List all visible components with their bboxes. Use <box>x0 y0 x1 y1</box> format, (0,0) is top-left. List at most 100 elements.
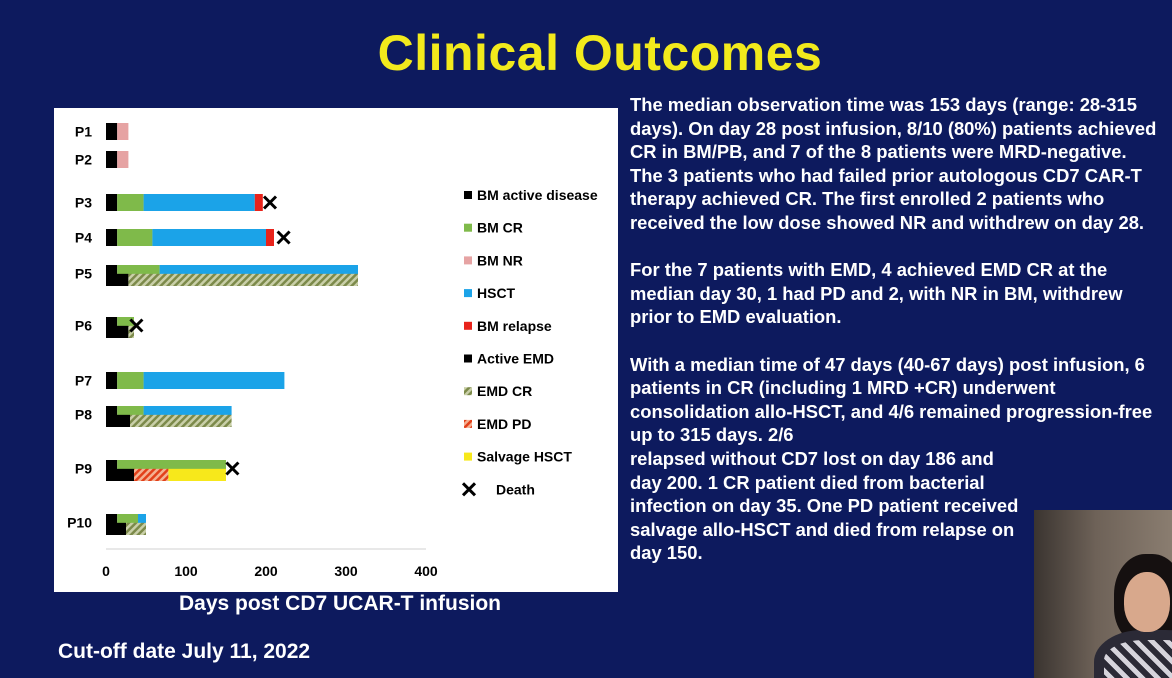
bar-p7-bm-active-disease <box>106 372 118 389</box>
bar-p5-bm-cr <box>117 265 160 275</box>
bar-p3-hsct <box>143 194 255 211</box>
bar-p10-emd-active-emd <box>106 522 126 535</box>
death-x-stroke <box>276 230 291 245</box>
bar-p6-emd-active-emd <box>106 325 129 338</box>
legend-swatch <box>464 387 472 396</box>
legend-label: BM relapse <box>477 318 552 334</box>
bar-p8-bm-active-disease <box>106 406 118 416</box>
legend-label: BM CR <box>477 220 523 236</box>
summary-paragraph-3-wide: With a median time of 47 days (40-67 day… <box>630 353 1153 446</box>
bar-p5-emd-emd-cr <box>128 273 358 286</box>
bar-p10-emd-emd-cr <box>126 522 146 535</box>
bar-p5-hsct <box>159 265 358 275</box>
legend-swatch <box>464 452 472 461</box>
bar-p9-emd-active-emd <box>106 468 134 481</box>
summary-paragraph-3: With a median time of 47 days (40-67 day… <box>630 353 1160 565</box>
bar-p1-bm-nr <box>117 123 129 140</box>
cutoff-date: Cut-off date July 11, 2022 <box>58 640 311 663</box>
bar-p9-bm-cr <box>117 460 226 470</box>
x-tick-400: 400 <box>414 563 438 579</box>
bar-p4-hsct <box>152 229 266 246</box>
legend-item-salvage-hsct: Salvage HSCT <box>464 449 572 465</box>
bar-p5-bm-active-disease <box>106 265 118 275</box>
legend-item-bm-active-disease: BM active disease <box>464 187 598 203</box>
legend-item-emd-pd: EMD PD <box>464 416 531 432</box>
bar-p8-emd-emd-cr <box>130 414 232 427</box>
patient-label-p8: P8 <box>75 407 92 423</box>
summary-text: The median observation time was 153 days… <box>630 93 1160 565</box>
presenter-webcam <box>1034 510 1172 678</box>
slide-title: Clinical Outcomes <box>377 25 823 81</box>
legend-label: Active EMD <box>477 351 554 367</box>
legend-item-emd-cr: EMD CR <box>464 383 532 399</box>
death-marker-p3 <box>262 195 278 210</box>
x-axis-label: Days post CD7 UCAR-T infusion <box>178 592 501 615</box>
legend-item-death: Death <box>461 481 535 497</box>
presenter-blouse <box>1104 640 1172 678</box>
chart-panel: P1 P2 P3 P4 P5 P6 P7 P8 P9 P10 0 100 200 300 400 BM ac… <box>54 108 618 592</box>
patient-label-p7: P7 <box>75 373 92 389</box>
patient-label-p9: P9 <box>75 461 92 477</box>
death-marker-p6 <box>129 318 144 333</box>
legend-item-bm-relapse: BM relapse <box>464 318 552 334</box>
patient-label-p4: P4 <box>75 230 92 246</box>
death-x-stroke <box>129 318 144 333</box>
legend-swatch <box>464 419 472 428</box>
bar-p8-emd-active-emd <box>106 414 130 427</box>
patient-label-p6: P6 <box>75 318 92 334</box>
legend-item-bm-nr: BM NR <box>464 252 523 268</box>
patient-label-p10: P10 <box>67 515 92 531</box>
legend-item-active-emd: Active EMD <box>464 351 554 367</box>
bar-p1-bm-active-disease <box>106 123 118 140</box>
presenter-face <box>1124 572 1170 632</box>
bar-p3-bm-active-disease <box>106 194 118 211</box>
legend-swatch <box>464 321 472 330</box>
bar-p4-bm-active-disease <box>106 229 118 246</box>
bar-p10-hsct <box>138 514 146 524</box>
x-tick-0: 0 <box>102 563 110 579</box>
bar-p8-hsct <box>143 406 232 416</box>
summary-paragraph-1: The median observation time was 153 days… <box>630 94 1157 233</box>
bar-p10-bm-active-disease <box>106 514 118 524</box>
bar-p6-bm-active-disease <box>106 317 118 327</box>
death-icon <box>461 482 477 497</box>
bar-p3-bm-cr <box>117 194 144 211</box>
legend-label: BM NR <box>477 252 523 268</box>
bar-p2-bm-active-disease <box>106 151 118 168</box>
death-marker-p4 <box>276 230 291 245</box>
death-x-stroke <box>262 195 278 210</box>
legend-label: EMD CR <box>477 383 532 399</box>
bar-p10-bm-cr <box>117 514 138 524</box>
legend-item-hsct: HSCT <box>464 285 516 301</box>
death-x-stroke <box>225 461 240 476</box>
patient-label-p1: P1 <box>75 124 92 140</box>
bar-p9-bm-active-disease <box>106 460 118 470</box>
bar-p9-emd-salvage-hsct <box>168 468 226 481</box>
bar-p4-bm-cr <box>117 229 153 246</box>
bar-p8-bm-cr <box>117 406 144 416</box>
legend-swatch <box>464 223 472 232</box>
x-tick-300: 300 <box>334 563 358 579</box>
patient-label-p2: P2 <box>75 152 92 168</box>
legend-swatch <box>464 289 472 298</box>
death-marker-p9 <box>225 461 240 476</box>
legend-label: EMD PD <box>477 416 531 432</box>
patient-timeline-chart: P1 P2 P3 P4 P5 P6 P7 P8 P9 P10 0 100 200 300 400 BM ac… <box>67 123 598 579</box>
legend-swatch <box>464 191 472 199</box>
legend-swatch <box>464 256 472 265</box>
bar-p4-bm-relapse <box>266 229 274 246</box>
legend-label: HSCT <box>477 285 516 301</box>
bar-p9-emd-emd-pd <box>134 468 169 481</box>
patient-label-p3: P3 <box>75 195 92 211</box>
x-tick-100: 100 <box>174 563 198 579</box>
legend-label: Death <box>496 481 535 497</box>
bar-p2-bm-nr <box>117 151 129 168</box>
summary-paragraph-2: For the 7 patients with EMD, 4 achieved … <box>630 259 1123 328</box>
summary-paragraph-3-narrow: relapsed without CD7 lost on day 186 and… <box>630 447 1019 564</box>
bar-p7-hsct <box>143 372 285 389</box>
legend-label: Salvage HSCT <box>477 449 572 465</box>
legend-swatch <box>464 354 472 363</box>
bar-p7-bm-cr <box>117 372 144 389</box>
legend-item-bm-cr: BM CR <box>464 220 523 236</box>
bar-p5-emd-active-emd <box>106 273 129 286</box>
